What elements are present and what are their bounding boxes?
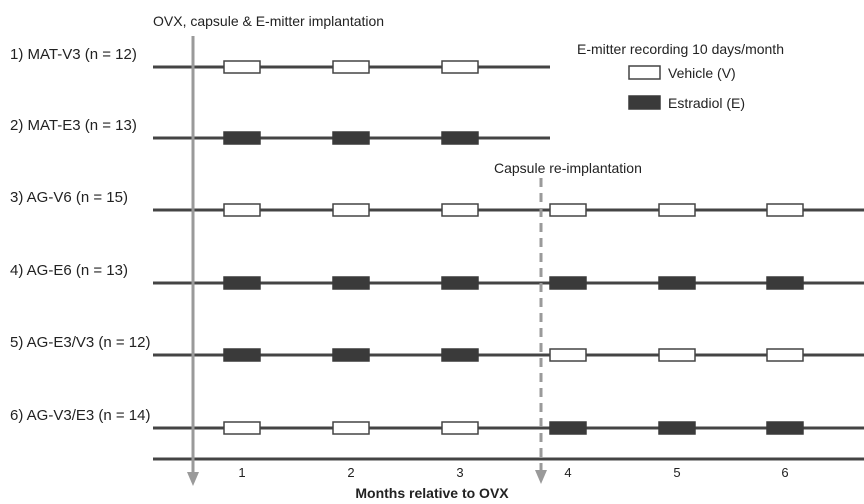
group-row: 6) AG-V3/E3 (n = 14) — [10, 407, 864, 435]
group-row: 2) MAT-E3 (n = 13) — [10, 117, 550, 145]
estradiol-recording-box — [223, 348, 261, 362]
estradiol-recording-box — [441, 131, 479, 145]
vehicle-recording-box — [441, 421, 479, 435]
vehicle-recording-box — [658, 348, 696, 362]
estradiol-recording-box — [549, 276, 587, 290]
legend-title: E-mitter recording 10 days/month — [577, 41, 784, 57]
vehicle-recording-box — [332, 421, 370, 435]
tick-label: 3 — [456, 465, 463, 480]
group-row: 3) AG-V6 (n = 15) — [10, 189, 864, 217]
group-label: 1) MAT-V3 (n = 12) — [10, 46, 137, 63]
vehicle-recording-box — [549, 348, 587, 362]
legend-estradiol-swatch — [628, 95, 661, 110]
estradiol-recording-box — [332, 131, 370, 145]
tick-label: 2 — [347, 465, 354, 480]
estradiol-recording-box — [658, 421, 696, 435]
estradiol-recording-box — [766, 421, 804, 435]
implantation-label: OVX, capsule & E-mitter implantation — [153, 13, 384, 29]
vehicle-recording-box — [223, 60, 261, 74]
group-label: 6) AG-V3/E3 (n = 14) — [10, 407, 151, 424]
reimplantation-label: Capsule re-implantation — [494, 160, 642, 176]
vehicle-recording-box — [766, 203, 804, 217]
tick-label: 1 — [238, 465, 245, 480]
group-label: 4) AG-E6 (n = 13) — [10, 262, 128, 279]
legend-vehicle-swatch — [628, 65, 661, 80]
group-timelines: 1) MAT-V3 (n = 12) 2) MAT-E3 (n = 13) 3) A… — [10, 46, 864, 435]
vehicle-recording-box — [223, 203, 261, 217]
vehicle-recording-box — [549, 203, 587, 217]
estradiol-recording-box — [658, 276, 696, 290]
tick-label: 6 — [781, 465, 788, 480]
legend: E-mitter recording 10 days/month Vehicle… — [577, 41, 784, 111]
vehicle-recording-box — [441, 203, 479, 217]
vehicle-recording-box — [332, 60, 370, 74]
vehicle-recording-box — [441, 60, 479, 74]
implantation-arrow — [187, 36, 199, 486]
group-label: 2) MAT-E3 (n = 13) — [10, 117, 137, 134]
vehicle-recording-box — [332, 203, 370, 217]
group-label: 3) AG-V6 (n = 15) — [10, 189, 128, 206]
group-row: 4) AG-E6 (n = 13) — [10, 262, 864, 290]
legend-vehicle-label: Vehicle (V) — [668, 65, 736, 81]
vehicle-recording-box — [223, 421, 261, 435]
estradiol-recording-box — [766, 276, 804, 290]
group-row: 5) AG-E3/V3 (n = 12) — [10, 334, 864, 362]
estradiol-recording-box — [223, 131, 261, 145]
estradiol-recording-box — [441, 276, 479, 290]
tick-label: 5 — [673, 465, 680, 480]
estradiol-recording-box — [223, 276, 261, 290]
estradiol-recording-box — [332, 348, 370, 362]
vehicle-recording-box — [766, 348, 804, 362]
reimplantation-arrow — [535, 178, 547, 484]
estradiol-recording-box — [332, 276, 370, 290]
group-label: 5) AG-E3/V3 (n = 12) — [10, 334, 151, 351]
vehicle-recording-box — [658, 203, 696, 217]
estradiol-recording-box — [441, 348, 479, 362]
axis-title: Months relative to OVX — [355, 485, 509, 501]
legend-estradiol-label: Estradiol (E) — [668, 95, 745, 111]
group-row: 1) MAT-V3 (n = 12) — [10, 46, 550, 74]
tick-label: 4 — [564, 465, 571, 480]
axis-ticks: 1 2 3 4 5 6 — [238, 465, 788, 480]
estradiol-recording-box — [549, 421, 587, 435]
